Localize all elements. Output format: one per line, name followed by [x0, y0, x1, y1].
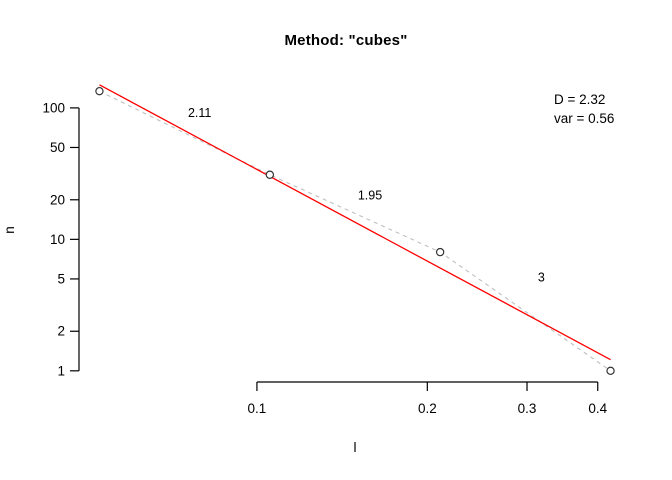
plot-title: Method: "cubes": [284, 32, 408, 49]
y-tick-label: 10: [50, 232, 65, 247]
x-tick-label: 0.2: [418, 401, 437, 416]
x-axis-label: l: [353, 440, 357, 455]
fit-line: [99, 84, 611, 361]
y-tick-label: 2: [57, 324, 65, 339]
x-tick-label: 0.4: [588, 401, 607, 416]
data-point: [606, 366, 615, 376]
y-tick-label: 20: [50, 192, 65, 207]
fit-stats: D = 2.32 var = 0.56: [554, 90, 614, 128]
segment-slope-label: 3: [538, 270, 545, 284]
x-tick-label: 0.1: [248, 401, 267, 416]
segment-slope-label: 2.11: [188, 106, 211, 120]
y-tick-label: 5: [57, 271, 65, 286]
fit-dimension-value: D = 2.32: [554, 92, 606, 107]
connector-dashed-line: [99, 90, 611, 372]
data-point: [95, 86, 104, 96]
y-tick-label: 100: [42, 100, 65, 115]
y-tick-label: 1: [57, 363, 65, 378]
data-point: [265, 170, 275, 179]
data-point: [435, 247, 445, 257]
x-tick-label: 0.3: [518, 401, 537, 416]
segment-slope-label: 1.95: [358, 188, 382, 202]
y-tick-label: 50: [50, 140, 65, 155]
fit-variance-value: var = 0.56: [554, 111, 615, 126]
